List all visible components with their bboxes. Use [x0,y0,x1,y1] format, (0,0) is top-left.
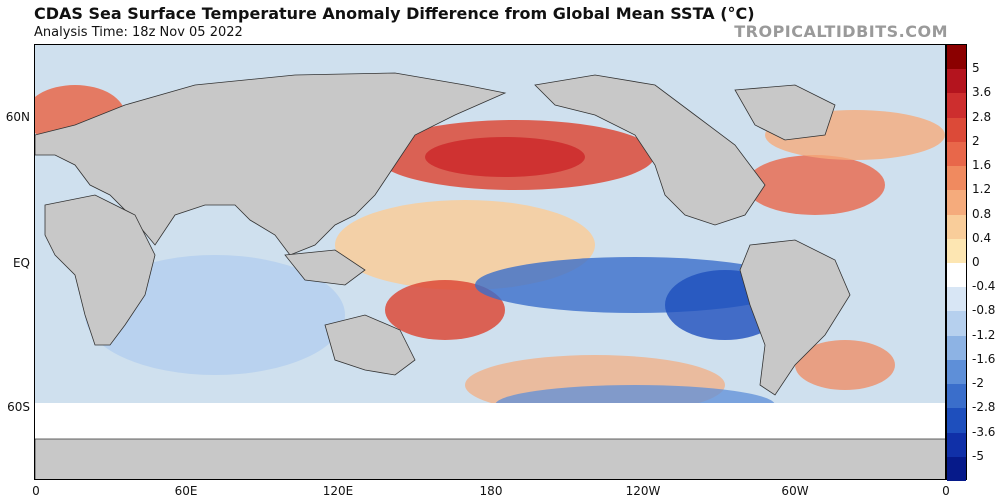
land-masses [35,72,851,396]
colorbar-tick-label: 0 [972,255,980,269]
colorbar-tick-label: 3.6 [972,85,992,100]
map-title: CDAS Sea Surface Temperature Anomaly Dif… [34,4,755,23]
colorbar-swatch [947,456,966,482]
colorbar-tick-label: -0.4 [972,279,996,294]
colorbar-swatch [947,335,966,361]
australia [324,314,416,376]
lon-label-60e: 60E [174,484,198,498]
lat-label-60s: 60S [7,400,30,414]
greenland [734,84,836,141]
colorbar-swatch [947,190,966,216]
lon-label-60w: 60W [781,484,809,498]
colorbar-tick-label: -1.2 [972,327,996,342]
colorbar-swatch [947,311,966,337]
colorbar-tick-label: -1.6 [972,351,996,366]
colorbar-swatch [947,93,966,119]
africa [44,194,156,346]
map-canvas [35,45,945,479]
colorbar-swatch [947,384,966,409]
south-atlantic-warm-anomaly [795,340,895,390]
colorbar-swatch [947,287,966,312]
colorbar-swatch [947,141,966,167]
eurasia [35,72,507,256]
colorbar-swatch [947,263,966,288]
colorbar-tick-label: 2 [972,133,980,148]
north-pacific-warm-core [425,137,585,177]
antarctica [35,438,945,479]
colorbar-tick-label: 2.8 [972,109,992,124]
sst-anomaly-map [34,44,946,480]
colorbar-tick-label: -5 [972,448,984,463]
colorbar-swatch [947,45,966,70]
analysis-time: Analysis Time: 18z Nov 05 2022 [34,25,243,40]
colorbar-tick-label: 5 [972,61,980,76]
colorbar-swatch [947,214,966,240]
colorbar-tick-label: 0.8 [972,206,992,221]
colorbar-tick-label: -2 [972,376,984,391]
lat-label-60n: 60N [5,110,30,124]
lon-label-120e: 120E [322,484,354,498]
colorbar-tick-label: 1.6 [972,158,992,173]
colorbar-swatch [947,238,966,264]
colorbar-swatch [947,69,966,94]
colorbar-swatch [947,408,966,434]
colorbar-tick-label: -2.8 [972,400,996,415]
north-america [534,74,766,226]
colorbar [946,44,967,482]
colorbar-tick-label: -0.8 [972,303,996,318]
watermark-logo: TROPICALTIDBITS.COM [734,22,948,41]
lon-label-180: 180 [479,484,503,498]
colorbar-swatch [947,166,966,191]
maritime-continent [284,249,366,286]
colorbar-tick-label: 0.4 [972,230,992,245]
indian-ocean-cool-anomaly [85,255,345,375]
colorbar-swatch [947,432,966,458]
lat-label-eq: EQ [12,256,30,270]
lon-label-120w: 120W [625,484,661,498]
colorbar-tick-label: -3.6 [972,424,996,439]
antarctic-sea-ice [35,403,945,439]
north-atlantic-warm-anomaly [745,155,885,215]
south-america [739,239,851,396]
sw-pacific-warm-anomaly [385,280,505,340]
lon-label-0: 0 [32,484,40,498]
colorbar-swatch [947,117,966,143]
colorbar-tick-label: 1.2 [972,182,992,197]
colorbar-swatch [947,359,966,385]
lon-label-0-east: 0 [942,484,950,498]
